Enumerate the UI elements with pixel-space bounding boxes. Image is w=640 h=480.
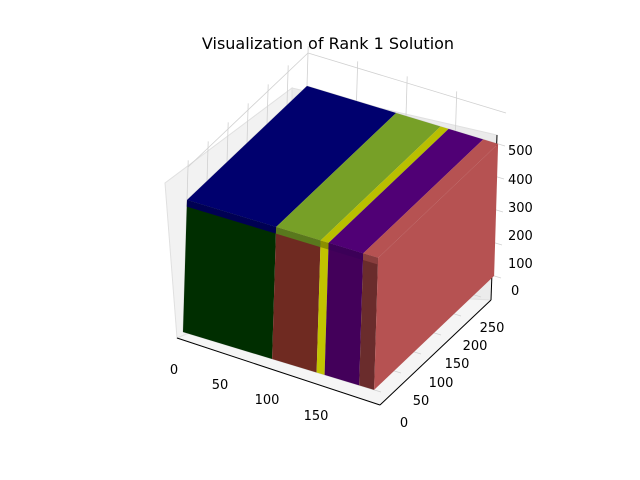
block-top-edge xyxy=(320,240,329,250)
x-axis-line xyxy=(176,337,381,406)
block-front-face xyxy=(324,242,364,386)
y-tick-label: 100 xyxy=(429,376,454,391)
block-top-edge xyxy=(275,227,321,248)
block-top-face xyxy=(328,128,484,254)
z-tick-label: 500 xyxy=(508,144,533,159)
block-front-face xyxy=(316,240,329,375)
x-tick-label: 0 xyxy=(170,363,178,378)
block xyxy=(316,126,449,375)
x-tick-label: 100 xyxy=(255,393,280,408)
block xyxy=(272,113,441,373)
block-front-face xyxy=(272,227,321,373)
z-tick-label: 0 xyxy=(511,284,519,299)
block-top-edge xyxy=(328,242,364,260)
block-top-face xyxy=(276,113,441,241)
block-side-face xyxy=(374,143,499,390)
block xyxy=(183,86,397,359)
x-tick-label: 150 xyxy=(304,409,329,424)
chart-title: Visualization of Rank 1 Solution xyxy=(202,34,454,53)
block-top-face xyxy=(320,126,449,243)
z-tick-label: 300 xyxy=(508,201,533,216)
block-top-edge xyxy=(186,200,277,234)
y-tick-label: 150 xyxy=(445,357,470,372)
blocks-group xyxy=(183,86,499,390)
x-tick-labels: 0 50 100 150 xyxy=(170,363,329,424)
y-tick-label: 250 xyxy=(480,321,505,336)
block-top-face xyxy=(187,86,397,227)
x-tick-label: 50 xyxy=(212,378,229,393)
y-axis-line xyxy=(379,299,492,406)
block-front-face xyxy=(183,200,277,359)
block-front-face xyxy=(359,253,379,390)
y-tick-labels: 0 50 100 150 200 250 xyxy=(400,321,505,431)
z-tick-label: 100 xyxy=(508,257,533,272)
block-top-edge xyxy=(363,253,379,265)
block xyxy=(359,139,499,390)
block-top-face xyxy=(363,139,499,258)
y-tick-label: 0 xyxy=(400,416,408,431)
y-tick-label: 50 xyxy=(413,394,430,409)
grid-line xyxy=(307,52,507,114)
grid-line xyxy=(187,52,309,168)
block xyxy=(324,128,484,386)
y-tick-label: 200 xyxy=(463,339,488,354)
z-tick-label: 200 xyxy=(508,229,533,244)
z-tick-label: 400 xyxy=(508,173,533,188)
z-tick-labels: 0 100 200 300 400 500 xyxy=(508,144,533,299)
